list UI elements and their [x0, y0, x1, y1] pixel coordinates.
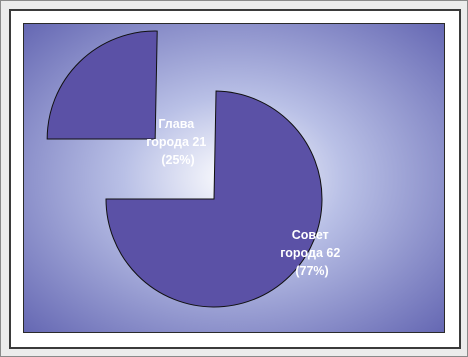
pie-slice-glava-goroda	[46, 30, 158, 140]
slice-label-sovet-line-3: (77%)	[295, 264, 328, 278]
slice-label-glava-line-1: Глава	[158, 117, 195, 131]
slice-label-sovet-goroda: Совет города 62 (77%)	[280, 228, 344, 278]
slice-label-glava-line-3: (25%)	[161, 153, 194, 167]
slice-label-sovet-line-1: Совет	[292, 228, 329, 242]
slice-label-glava-line-2: города 21	[146, 135, 206, 149]
pie-chart: Совет города 62 (77%) Глава города 21 (2…	[24, 24, 444, 332]
chart-slide: Совет города 62 (77%) Глава города 21 (2…	[23, 23, 445, 333]
inner-frame: Совет города 62 (77%) Глава города 21 (2…	[9, 9, 461, 349]
slice-label-sovet-line-2: города 62	[280, 246, 340, 260]
pie-slice-sovet-goroda	[105, 90, 323, 308]
slice-label-glava-goroda: Глава города 21 (25%)	[146, 117, 210, 167]
